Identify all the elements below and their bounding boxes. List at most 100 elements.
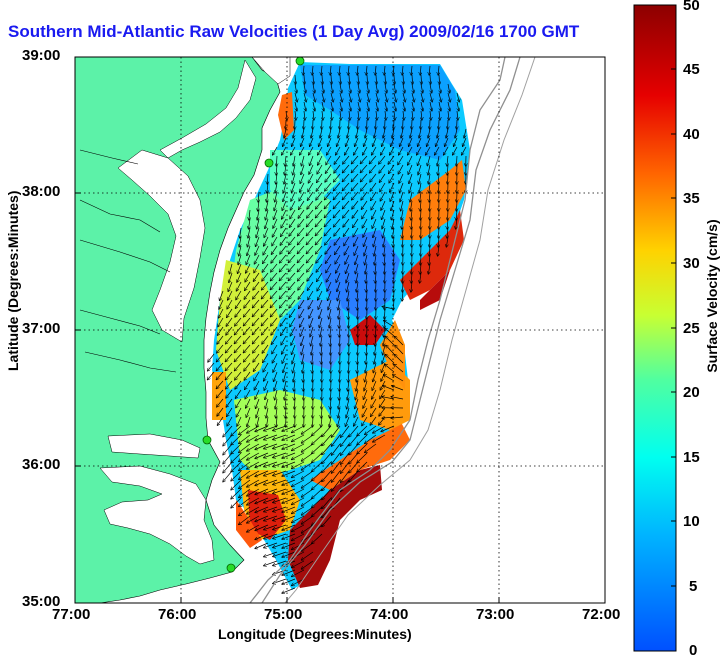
velocity-arrow bbox=[325, 236, 332, 245]
velocity-arrow bbox=[231, 488, 242, 499]
velocity-arrow bbox=[331, 101, 333, 111]
velocity-arrow bbox=[264, 227, 269, 237]
velocity-arrow bbox=[289, 227, 296, 236]
velocity-arrow bbox=[365, 263, 367, 274]
velocity-arrow bbox=[365, 254, 368, 265]
velocity-arrow bbox=[375, 263, 376, 274]
velocity-arrow bbox=[348, 362, 349, 373]
velocity-arrow bbox=[353, 227, 359, 237]
velocity-arrow bbox=[263, 245, 269, 255]
velocity-arrow bbox=[390, 191, 395, 201]
velocity-arrow bbox=[266, 416, 268, 427]
velocity-arrow bbox=[342, 173, 350, 182]
velocity-arrow bbox=[298, 236, 305, 245]
velocity-arrow bbox=[362, 209, 368, 219]
velocity-arrow bbox=[438, 173, 439, 184]
velocity-arrow bbox=[282, 443, 296, 449]
velocity-arrow bbox=[420, 272, 421, 283]
velocity-arrow bbox=[308, 290, 314, 300]
velocity-arrow bbox=[456, 218, 457, 229]
velocity-arrow bbox=[411, 209, 412, 220]
velocity-arrow bbox=[364, 380, 368, 391]
velocity-arrow bbox=[456, 155, 457, 166]
colorbar-label: Surface Velocity (cm/s) bbox=[704, 219, 720, 373]
velocity-arrow bbox=[357, 362, 358, 373]
velocity-arrow bbox=[334, 173, 341, 182]
velocity-arrow bbox=[264, 551, 278, 557]
velocity-arrow bbox=[353, 218, 359, 227]
velocity-arrow bbox=[243, 344, 251, 353]
velocity-arrow bbox=[264, 560, 278, 566]
velocity-arrow bbox=[329, 308, 332, 319]
velocity-arrow bbox=[330, 344, 331, 355]
velocity-arrow bbox=[290, 200, 296, 210]
velocity-arrow bbox=[322, 425, 332, 437]
velocity-arrow bbox=[412, 74, 413, 84]
velocity-arrow bbox=[385, 364, 395, 373]
velocity-arrow bbox=[246, 398, 251, 408]
velocity-arrow bbox=[239, 443, 251, 453]
velocity-arrow bbox=[315, 236, 323, 245]
velocity-arrow bbox=[247, 524, 260, 532]
velocity-arrow bbox=[306, 227, 314, 236]
velocity-arrow bbox=[321, 416, 322, 427]
velocity-arrow bbox=[293, 155, 295, 166]
velocity-arrow bbox=[264, 425, 278, 431]
velocity-arrow bbox=[272, 236, 278, 246]
velocity-arrow bbox=[361, 173, 368, 182]
velocity-arrow bbox=[339, 380, 340, 391]
velocity-arrow bbox=[208, 353, 215, 362]
velocity-arrow bbox=[292, 506, 305, 514]
velocity-arrow bbox=[292, 425, 305, 433]
velocity-arrow bbox=[446, 128, 449, 138]
velocity-arrow bbox=[379, 398, 386, 407]
velocity-arrow bbox=[457, 110, 458, 120]
velocity-arrow bbox=[262, 326, 269, 335]
velocity-arrow bbox=[362, 407, 368, 417]
velocity-arrow bbox=[438, 92, 441, 102]
velocity-arrow bbox=[265, 389, 269, 400]
velocity-arrow bbox=[273, 560, 287, 566]
velocity-arrow bbox=[385, 74, 386, 84]
velocity-arrow bbox=[439, 83, 441, 93]
velocity-arrow bbox=[302, 560, 314, 569]
velocity-arrow bbox=[365, 128, 368, 138]
velocity-arrow bbox=[264, 497, 278, 503]
velocity-arrow bbox=[301, 164, 305, 175]
velocity-arrow bbox=[342, 191, 350, 200]
velocity-arrow bbox=[290, 326, 296, 336]
velocity-arrow bbox=[264, 542, 278, 548]
velocity-arrow bbox=[306, 245, 314, 254]
velocity-arrow bbox=[371, 191, 377, 200]
velocity-arrow bbox=[373, 362, 377, 373]
velocity-arrow bbox=[367, 101, 369, 111]
velocity-arrow bbox=[349, 425, 359, 437]
velocity-arrow bbox=[301, 155, 305, 166]
velocity-arrow bbox=[282, 452, 296, 458]
velocity-arrow bbox=[253, 344, 260, 353]
velocity-arrow bbox=[261, 299, 269, 308]
velocity-arrow bbox=[409, 182, 413, 193]
velocity-arrow bbox=[244, 317, 251, 326]
velocity-arrow bbox=[343, 155, 350, 164]
velocity-arrow bbox=[428, 128, 431, 138]
velocity-arrow bbox=[330, 398, 331, 409]
velocity-arrow bbox=[393, 245, 394, 256]
velocity-arrow bbox=[384, 263, 385, 274]
velocity-arrow bbox=[363, 227, 368, 237]
velocity-arrow bbox=[282, 551, 296, 557]
velocity-arrow bbox=[239, 452, 251, 462]
velocity-arrow bbox=[354, 416, 359, 426]
velocity-arrow bbox=[292, 488, 305, 496]
velocity-arrow bbox=[456, 92, 459, 102]
velocity-arrow bbox=[330, 335, 331, 346]
velocity-arrow bbox=[409, 173, 413, 184]
velocity-arrow bbox=[330, 326, 331, 337]
velocity-arrow bbox=[247, 452, 260, 460]
velocity-arrow bbox=[321, 92, 324, 102]
velocity-arrow bbox=[319, 317, 323, 328]
velocity-arrow bbox=[365, 371, 368, 382]
velocity-arrow bbox=[358, 110, 359, 120]
velocity-arrow bbox=[271, 326, 278, 335]
